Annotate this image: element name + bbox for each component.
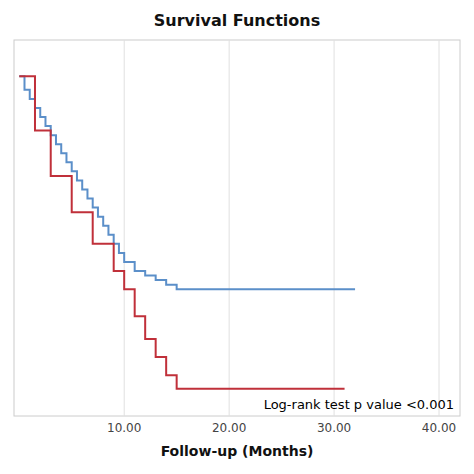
x-grid-line	[439, 40, 440, 416]
survival-curve	[19, 76, 355, 289]
annotation: Log-rank test p value <0.001	[264, 397, 454, 412]
x-grid-line	[334, 40, 335, 416]
grid	[124, 40, 439, 416]
title: Survival Functions	[154, 11, 320, 30]
plot-frame	[14, 40, 460, 416]
x-grid-line	[124, 40, 125, 416]
x-grid-line	[229, 40, 230, 416]
chart: 10.00 20.00 30.00 40.00 Survival Functions Fo…	[0, 0, 474, 474]
survival-curve	[19, 76, 344, 389]
x-tick-label: 20.00	[212, 421, 246, 435]
x-tick-label: 40.00	[422, 421, 456, 435]
series-group	[19, 76, 355, 389]
x-tick-label: 30.00	[317, 421, 351, 435]
x-tick-label: 10.00	[107, 421, 141, 435]
x-axis-label: Follow-up (Months)	[161, 443, 314, 459]
